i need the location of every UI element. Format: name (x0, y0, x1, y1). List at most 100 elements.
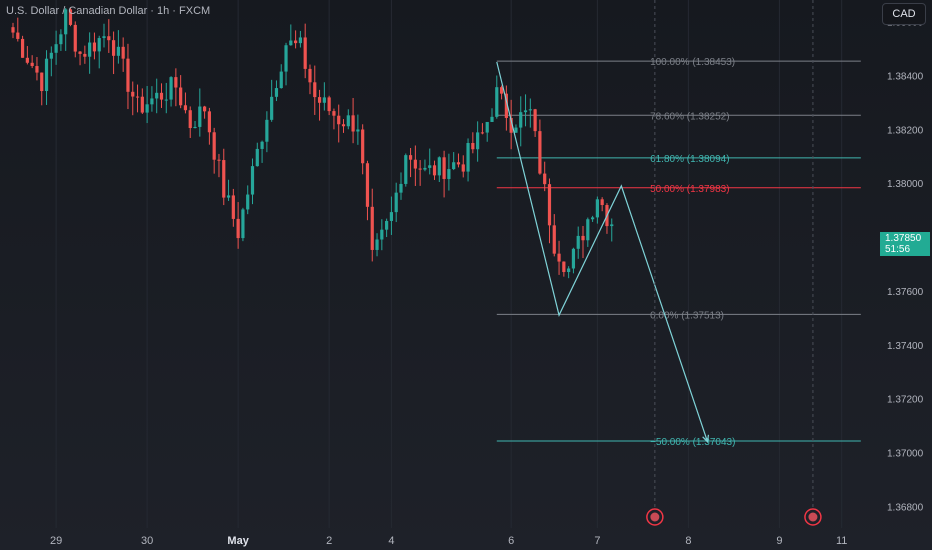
candle-body (121, 46, 125, 59)
candle-body (528, 109, 532, 111)
candle-body (375, 239, 379, 250)
candle-body (365, 163, 370, 207)
candle-body (179, 87, 183, 106)
candle-body (116, 46, 120, 56)
candle-body (317, 97, 322, 103)
candle-body (135, 96, 140, 98)
candle-body (274, 88, 279, 97)
candle-body (222, 160, 226, 198)
candle-body (466, 143, 470, 172)
candle-body (380, 229, 384, 240)
fib-level-label: 0.00% (1.37513) (650, 310, 724, 321)
candle-body (40, 72, 44, 92)
fibonacci-retracement[interactable]: 100.00% (1.38453) 78.60% (1.38252) 61.80% … (496, 57, 861, 448)
candle-body (145, 104, 149, 113)
fib-level-label: 50.00% (1.37983) (650, 184, 730, 195)
candle-body (155, 92, 159, 99)
candle-body (327, 97, 331, 112)
candle-body (159, 92, 164, 100)
candle-body (523, 110, 528, 113)
projection-drawing[interactable] (496, 61, 710, 444)
candle-body (485, 121, 489, 133)
event-marker-icon[interactable] (804, 508, 822, 526)
candle-body (399, 183, 403, 193)
candle-body (452, 162, 456, 170)
candle-body (83, 53, 87, 57)
projection-path[interactable] (496, 61, 709, 442)
candle-body (322, 97, 326, 103)
candle-body (298, 37, 302, 44)
x-tick-label: 9 (776, 535, 782, 547)
candle-body (107, 36, 111, 41)
time-axis[interactable]: 29 30 May 2 4 6 7 8 9 11 (50, 535, 847, 547)
candle-body (188, 110, 192, 129)
y-tick-label: 1.37200 (887, 395, 924, 406)
candle-body (270, 96, 274, 120)
x-tick-label: 4 (388, 535, 394, 547)
candle-body (404, 155, 408, 184)
y-tick-label: 1.38200 (887, 125, 924, 136)
candle-body (44, 58, 49, 92)
x-tick-label: 29 (50, 535, 62, 547)
candle-body (571, 248, 576, 269)
candle-body (514, 127, 518, 133)
candle-body (308, 68, 312, 83)
last-price-value: 1.37850 (885, 233, 922, 244)
symbol-title[interactable]: U.S. Dollar / Canadian Dollar · 1h · FXC… (6, 5, 211, 17)
candle-body (456, 162, 461, 165)
y-tick-label: 1.37600 (887, 287, 924, 298)
candle-body (437, 157, 441, 176)
candle-body (547, 184, 552, 226)
candle-body (504, 93, 508, 118)
candle-body (231, 195, 235, 219)
event-marker-dot (650, 512, 660, 522)
candle-body (341, 124, 346, 127)
candlestick-series (11, 7, 614, 279)
y-tick-label: 1.38400 (887, 71, 924, 82)
candle-body (203, 106, 207, 112)
candle-body (164, 99, 168, 101)
candle-body (241, 209, 245, 239)
candle-body (102, 36, 106, 39)
candle-body (423, 167, 427, 170)
candle-body (408, 155, 413, 160)
candle-body (576, 235, 580, 249)
price-axis[interactable]: 1.386001.384001.382001.380001.376001.374… (887, 18, 924, 514)
x-tick-label: May (227, 535, 249, 547)
candle-body (447, 169, 451, 179)
candle-body (480, 132, 485, 134)
currency-button[interactable]: CAD (882, 3, 926, 25)
candle-body (538, 131, 542, 174)
candle-body (332, 111, 336, 116)
candle-body (461, 164, 465, 172)
candle-body (78, 51, 82, 54)
x-tick-label: 2 (326, 535, 332, 547)
candle-body (20, 38, 25, 58)
event-marker-dot (808, 512, 818, 522)
candle-body (68, 9, 73, 25)
candle-body (183, 105, 188, 111)
vertical-grid (55, 0, 843, 528)
candle-body (97, 38, 101, 52)
event-markers[interactable] (646, 0, 822, 526)
candle-body (250, 166, 255, 195)
candle-body (255, 148, 259, 167)
candle-body (226, 195, 231, 198)
candle-body (59, 34, 63, 45)
candle-body (432, 165, 437, 176)
candle-body (557, 253, 561, 262)
candle-body (533, 109, 537, 132)
candle-body (595, 199, 599, 218)
candle-body (140, 96, 144, 113)
candle-body (289, 40, 293, 46)
candle-body (217, 159, 221, 161)
candle-body (586, 219, 590, 241)
candle-body (442, 157, 446, 179)
arrow-head (702, 434, 710, 444)
candle-body (519, 112, 523, 128)
candle-body (265, 119, 269, 142)
fib-level-label: −50.00% (1.37043) (650, 437, 735, 448)
candle-body (169, 77, 173, 100)
event-marker-icon[interactable] (646, 508, 664, 526)
